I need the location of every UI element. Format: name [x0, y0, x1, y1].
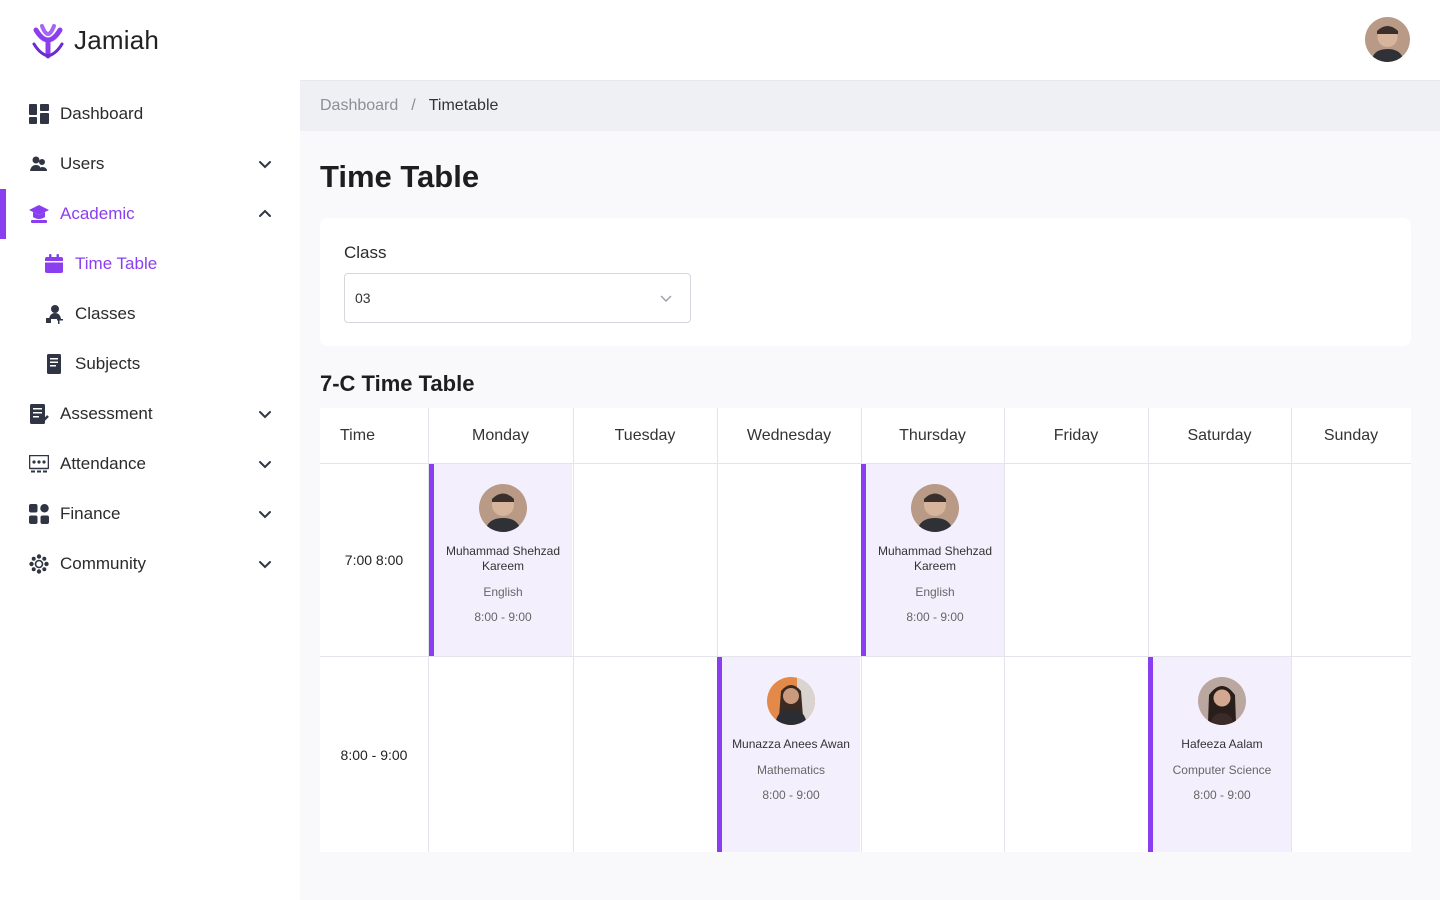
sidebar-item-label: Academic	[60, 204, 135, 223]
sidebar-item-label: Classes	[75, 304, 136, 323]
teacher-avatar	[767, 677, 815, 725]
sidebar-item-label: Assessment	[60, 404, 153, 423]
teacher-name: Muhammad Shehzad Kareem	[877, 544, 993, 573]
column-header-time: Time	[320, 408, 428, 464]
sidebar-item-assessment[interactable]: Assessment	[0, 389, 300, 439]
community-icon	[28, 553, 50, 575]
teacher-name: Munazza Anees Awan	[732, 737, 850, 751]
sidebar-item-classes[interactable]: Classes	[0, 289, 300, 339]
teacher-name: Muhammad Shehzad Kareem	[445, 544, 561, 573]
sidebar-item-community[interactable]: Community	[0, 539, 300, 589]
time-slot-2: 8:00 - 9:00	[340, 746, 408, 763]
chevron-down-icon	[259, 411, 271, 419]
class-select-value: 03	[355, 290, 371, 306]
lesson-subject: English	[915, 585, 955, 599]
sidebar-item-users[interactable]: Users	[0, 139, 300, 189]
lesson-subject: Mathematics	[756, 763, 826, 777]
column-header-wednesday: Wednesday	[717, 408, 861, 464]
attendance-icon	[28, 453, 50, 475]
lesson-card[interactable]: Munazza Anees Awan Mathematics 8:00 - 9:…	[717, 657, 860, 852]
lesson-card[interactable]: Hafeeza Aalam Computer Science 8:00 - 9:…	[1148, 657, 1291, 852]
lesson-card[interactable]: Muhammad Shehzad Kareem English 8:00 - 9…	[429, 464, 572, 656]
jamiah-logo-icon	[31, 23, 65, 59]
user-avatar[interactable]	[1365, 17, 1410, 62]
chevron-down-icon	[259, 511, 271, 519]
grid-line	[1148, 408, 1149, 852]
sidebar-item-label: Dashboard	[60, 104, 144, 123]
sidebar-item-label: Users	[60, 154, 105, 173]
sidebar-item-subjects[interactable]: Subjects	[0, 339, 300, 389]
grid-line	[717, 408, 718, 852]
breadcrumb-dashboard-link[interactable]: Dashboard	[320, 97, 399, 114]
brand-logo[interactable]: Jamiah	[28, 20, 159, 60]
lesson-subject: Computer Science	[1172, 763, 1272, 777]
time-slot-1: 7:00 8:00	[344, 552, 404, 568]
page-title: Time Table	[320, 159, 480, 194]
teacher-name: Hafeeza Aalam	[1181, 737, 1263, 751]
breadcrumb-current: Timetable	[428, 97, 499, 114]
breadcrumb: Dashboard / Timetable	[300, 81, 1440, 131]
class-filter-card: Class 03	[320, 218, 1411, 346]
class-label: Class	[344, 243, 387, 262]
chevron-down-icon	[259, 561, 271, 569]
chevron-up-icon	[259, 209, 271, 217]
grid-line	[573, 408, 574, 852]
chevron-down-icon	[259, 461, 271, 469]
lesson-subject: English	[483, 585, 523, 599]
teacher-avatar	[1198, 677, 1246, 725]
grid-line	[1004, 408, 1005, 852]
grid-line	[320, 656, 1411, 657]
breadcrumb-separator: /	[411, 97, 416, 114]
timetable-grid: Time Monday Tuesday Wednesday Thursday F…	[320, 408, 1411, 852]
column-header-monday: Monday	[428, 408, 573, 464]
lesson-time: 8:00 - 9:00	[762, 788, 820, 802]
sidebar-item-attendance[interactable]: Attendance	[0, 439, 300, 489]
lesson-time: 8:00 - 9:00	[906, 610, 964, 624]
grid-line	[1291, 408, 1292, 852]
column-header-saturday: Saturday	[1148, 408, 1291, 464]
sidebar: Dashboard Users Academic Time Table Clas…	[0, 80, 300, 900]
sidebar-item-label: Finance	[60, 504, 121, 523]
classroom-icon	[43, 303, 65, 325]
sidebar-item-dashboard[interactable]: Dashboard	[0, 89, 300, 139]
book-icon	[43, 353, 65, 375]
main-content: Dashboard / Timetable Time Table Class 0…	[300, 80, 1440, 900]
class-select[interactable]: 03	[344, 273, 691, 323]
column-header-thursday: Thursday	[861, 408, 1004, 464]
sidebar-item-label: Attendance	[60, 454, 147, 473]
grid-line	[428, 408, 429, 852]
lesson-time: 8:00 - 9:00	[1193, 788, 1251, 802]
lesson-time: 8:00 - 9:00	[474, 610, 532, 624]
sidebar-item-label: Community	[60, 554, 146, 573]
active-indicator	[0, 189, 6, 239]
column-header-friday: Friday	[1004, 408, 1148, 464]
teacher-avatar	[911, 484, 959, 532]
finance-icon	[28, 503, 50, 525]
column-header-tuesday: Tuesday	[573, 408, 717, 464]
calendar-icon	[43, 253, 65, 275]
brand-name: Jamiah	[74, 24, 160, 55]
top-bar: Jamiah	[0, 0, 1440, 80]
dashboard-icon	[28, 103, 50, 125]
users-icon	[28, 153, 50, 175]
sidebar-item-academic[interactable]: Academic	[0, 189, 300, 239]
column-header-sunday: Sunday	[1291, 408, 1411, 464]
sidebar-item-label: Time Table	[75, 254, 158, 273]
chevron-down-icon	[259, 161, 271, 169]
teacher-avatar	[479, 484, 527, 532]
assessment-icon	[28, 403, 50, 425]
sidebar-item-label: Subjects	[75, 354, 141, 373]
chevron-down-icon	[660, 295, 672, 302]
sidebar-item-time-table[interactable]: Time Table	[0, 239, 300, 289]
lesson-card[interactable]: Muhammad Shehzad Kareem English 8:00 - 9…	[861, 464, 1004, 656]
sidebar-item-finance[interactable]: Finance	[0, 489, 300, 539]
graduation-cap-icon	[28, 203, 50, 225]
timetable-title: 7-C Time Table	[320, 371, 475, 396]
